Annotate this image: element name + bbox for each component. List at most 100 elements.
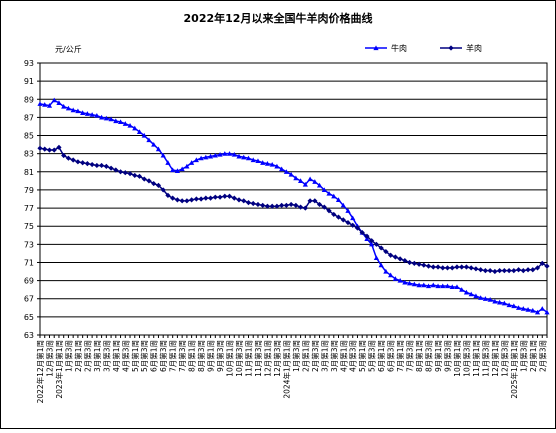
point (421, 282, 427, 288)
point (430, 264, 436, 270)
point (312, 198, 318, 204)
point (61, 103, 67, 109)
point (416, 261, 422, 267)
point (411, 281, 417, 287)
x-tick-label: 11月第1周 (471, 340, 481, 377)
point (255, 201, 261, 208)
point (298, 178, 304, 183)
point (127, 122, 133, 128)
x-tick-label: 11月第3周 (480, 340, 490, 377)
y-axis-label: 元/公斤 (55, 44, 82, 54)
point (511, 268, 517, 274)
point (435, 264, 441, 270)
point (269, 203, 275, 209)
point (468, 291, 474, 297)
point (421, 262, 427, 268)
point (241, 198, 247, 204)
point (288, 171, 294, 177)
point (179, 198, 185, 204)
point (193, 157, 199, 163)
point (226, 151, 233, 156)
point (345, 219, 351, 226)
point (473, 266, 479, 272)
point (468, 265, 474, 271)
legend-label: 羊肉 (466, 43, 482, 53)
point (136, 129, 143, 134)
point (184, 198, 190, 204)
x-tick-label: 10月第1周 (452, 340, 462, 377)
point (544, 263, 550, 269)
point (274, 163, 280, 169)
x-tick-label: 11月第3周 (253, 340, 263, 377)
point (103, 115, 109, 121)
point (193, 196, 199, 202)
point (530, 307, 536, 313)
point (515, 267, 522, 273)
point (122, 121, 128, 126)
point (70, 107, 76, 113)
x-tick-label: 12月第1周 (262, 340, 272, 377)
point (222, 151, 228, 156)
point (279, 166, 285, 172)
point (369, 241, 375, 247)
point (217, 151, 223, 157)
point (525, 267, 531, 273)
point (245, 155, 252, 161)
x-tick-label: 8月第3周 (424, 340, 434, 372)
point (65, 105, 72, 111)
point (440, 283, 446, 289)
point (511, 303, 517, 309)
point (506, 268, 512, 274)
point (515, 305, 522, 310)
point (51, 97, 57, 103)
point (335, 214, 342, 220)
legend-marker (448, 45, 454, 51)
point (449, 265, 455, 271)
x-tick-label: 2月第3周 (310, 340, 320, 372)
x-tick-label: 2月第1周 (300, 340, 310, 372)
point (345, 208, 351, 213)
point (94, 162, 100, 169)
x-tick-label: 9月第1周 (206, 340, 216, 372)
point (141, 176, 147, 182)
x-tick-label: 10月第3周 (461, 340, 471, 377)
point (203, 195, 209, 201)
point (80, 160, 86, 166)
point (350, 215, 356, 221)
point (454, 264, 460, 270)
point (359, 229, 365, 236)
point (136, 173, 143, 179)
point (207, 153, 214, 159)
point (478, 267, 484, 273)
point (122, 170, 128, 176)
point (165, 160, 171, 165)
point (331, 211, 337, 218)
point (373, 255, 380, 261)
x-tick-label: 10月第1周 (225, 340, 235, 377)
point (534, 265, 541, 271)
point (501, 268, 507, 274)
x-tick-label: 7月第1周 (168, 340, 178, 372)
point (416, 282, 422, 288)
x-tick-label: 7月第1周 (395, 340, 405, 372)
point (174, 168, 181, 173)
point (444, 283, 451, 289)
point (459, 287, 465, 292)
x-tick-label: 1月第3周 (63, 340, 73, 372)
y-tick-label: 83 (24, 150, 34, 159)
point (335, 197, 342, 202)
point (350, 222, 356, 228)
point (326, 208, 332, 214)
point (98, 162, 105, 169)
x-tick-label: 12月第3周 (272, 340, 282, 377)
point (501, 300, 507, 306)
x-tick-label: 3月第3周 (329, 340, 339, 372)
point (217, 194, 223, 200)
point (293, 202, 299, 208)
point (236, 153, 242, 159)
x-tick-label: 10月第3周 (234, 340, 244, 377)
point (212, 152, 218, 158)
point (331, 193, 337, 199)
point (534, 309, 541, 315)
